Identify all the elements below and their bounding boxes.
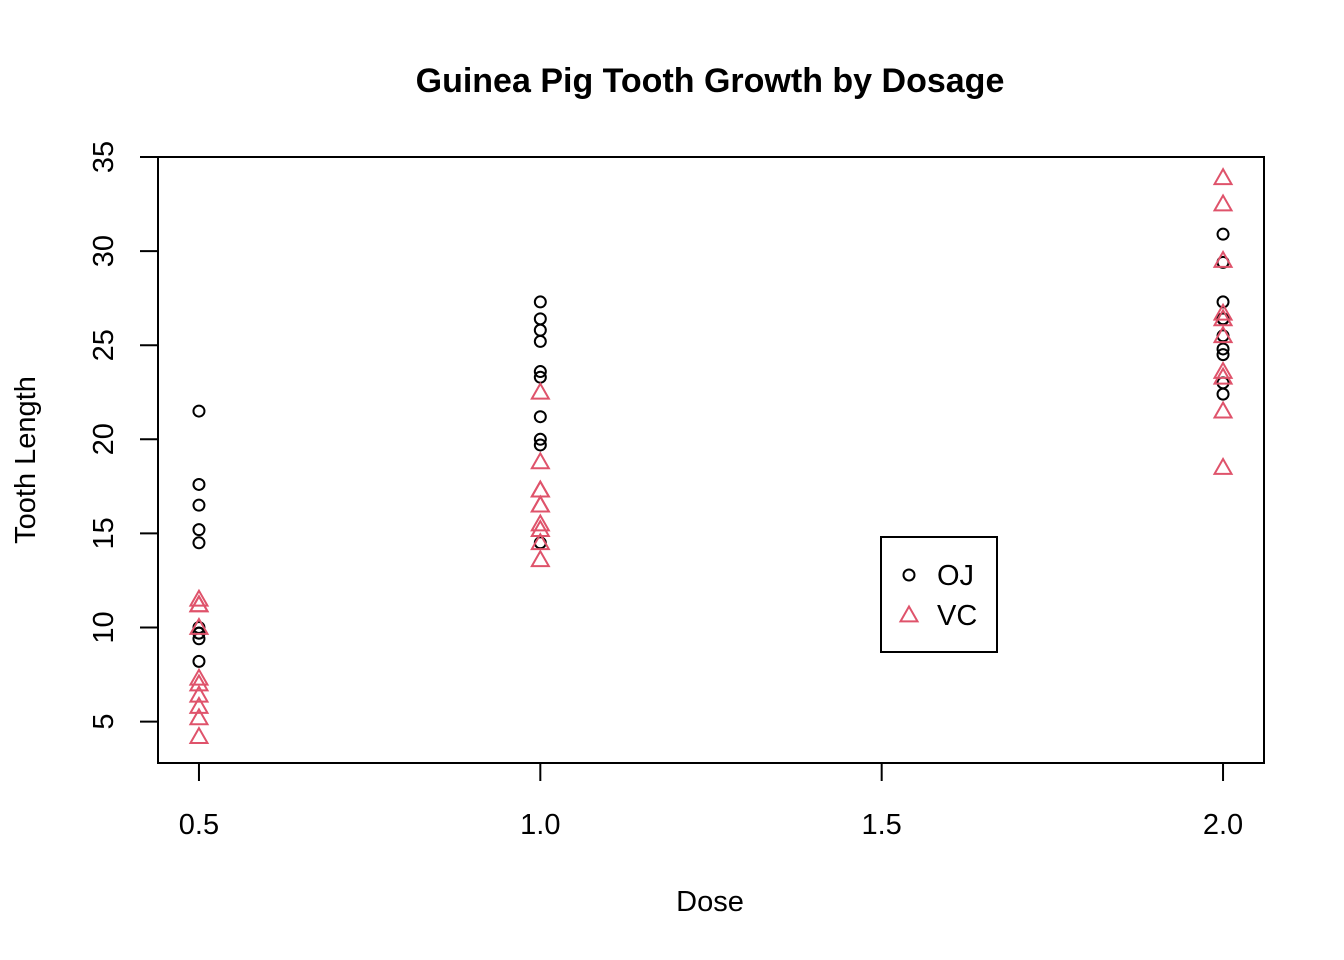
data-point-oj [533, 410, 547, 424]
data-point-oj [533, 295, 547, 309]
y-tick-label: 5 [88, 714, 120, 730]
y-tick-label: 25 [88, 329, 120, 361]
y-axis: 5 10 15 20 25 30 35 [88, 141, 159, 730]
data-point-vc [188, 667, 210, 686]
data-point-oj [192, 498, 206, 512]
y-tick-label: 30 [88, 235, 120, 267]
data-point-oj [533, 312, 547, 326]
x-axis: 0.5 1.0 1.5 2.0 [179, 762, 1243, 841]
data-point-oj [1216, 227, 1230, 241]
data-point-vc [530, 479, 551, 498]
data-point-oj [192, 654, 206, 668]
data-point-vc [1212, 193, 1234, 212]
legend-marker-vc [898, 604, 920, 623]
data-point-vc [530, 513, 551, 532]
data-point-vc [530, 479, 551, 498]
data-point-vc [1212, 302, 1234, 321]
data-point-vc [188, 673, 210, 692]
data-point-vc [188, 726, 210, 745]
data-point-oj [1216, 387, 1230, 401]
data-point-vc [188, 594, 210, 613]
data-point-vc [1212, 361, 1234, 379]
data-point-vc [1212, 366, 1234, 385]
x-tick-label: 2.0 [1203, 809, 1243, 841]
data-point-oj [192, 477, 206, 491]
x-tick-label: 1.5 [862, 809, 902, 841]
data-point-oj [192, 536, 206, 550]
data-point-vc [188, 616, 210, 635]
data-point-vc [1212, 325, 1234, 344]
y-tick-label: 10 [88, 611, 120, 643]
x-axis-label: Dose [676, 886, 744, 918]
data-point-oj [192, 404, 206, 418]
data-point-vc [1212, 249, 1234, 268]
data-point-vc [530, 381, 551, 400]
data-point-vc [188, 696, 210, 714]
legend: OJ VC [880, 536, 998, 653]
y-tick-label: 20 [88, 423, 120, 455]
legend-label-vc: VC [937, 600, 977, 632]
data-point-oj [1216, 295, 1230, 309]
data-point-oj [533, 365, 547, 379]
x-tick-label: 0.5 [179, 809, 219, 841]
data-point-vc [1212, 167, 1234, 186]
data-point-vc [188, 707, 210, 726]
data-point-oj [1216, 342, 1230, 356]
data-point-vc [530, 451, 551, 470]
data-point-oj [192, 523, 206, 537]
legend-label-oj: OJ [937, 560, 974, 592]
plot-area-frame [157, 156, 1265, 764]
data-point-vc [188, 588, 210, 607]
data-point-vc [1212, 308, 1234, 327]
data-point-oj [533, 323, 547, 337]
data-point-oj [533, 334, 547, 348]
data-point-vc [530, 494, 551, 513]
data-point-vc [1212, 400, 1234, 419]
data-point-vc [1212, 457, 1234, 475]
data-points [188, 167, 1234, 745]
y-tick-label: 35 [88, 141, 120, 173]
chart-title: Guinea Pig Tooth Growth by Dosage [416, 62, 1005, 100]
data-point-vc [530, 494, 551, 513]
x-tick-label: 1.0 [520, 809, 560, 841]
data-point-oj [1216, 348, 1230, 362]
legend-box [880, 536, 998, 653]
data-point-oj [533, 432, 547, 446]
y-tick-label: 15 [88, 517, 120, 549]
y-axis-label: Tooth Length [10, 376, 42, 544]
data-point-vc [530, 549, 551, 568]
data-point-vc [530, 532, 551, 551]
data-point-vc [188, 684, 210, 703]
data-point-vc [188, 594, 210, 613]
data-point-oj [533, 438, 547, 452]
legend-marker-oj [902, 568, 916, 582]
